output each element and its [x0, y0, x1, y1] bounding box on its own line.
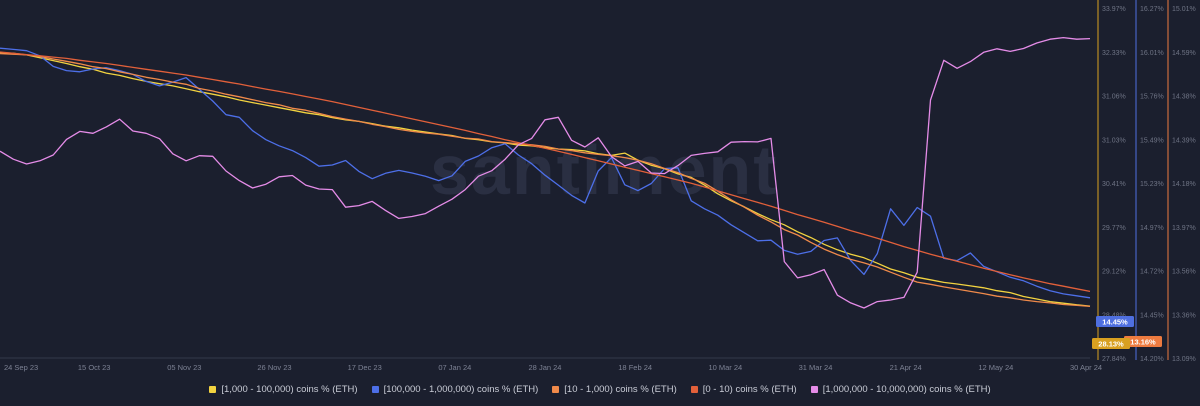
legend-label: [1,000 - 100,000) coins % (ETH) — [221, 384, 358, 395]
y-tick-label: 30.41% — [1102, 181, 1126, 188]
x-tick-label: 07 Jan 24 — [438, 363, 471, 372]
legend-swatch — [209, 386, 217, 393]
y-tick-label: 16.01% — [1140, 50, 1164, 57]
line-chart: 24 Sep 23 15 Oct 23 05 Nov 23 26 Nov 23 17 D… — [0, 0, 1196, 372]
y-tick-label: 31.03% — [1102, 137, 1126, 144]
legend-swatch — [690, 386, 698, 393]
series-line-3 — [0, 51, 1091, 293]
current-value-badge — [1092, 338, 1130, 349]
current-value-label: 13.16% — [1130, 338, 1156, 347]
x-tick-label: 15 Oct 23 — [78, 363, 111, 372]
y-tick-label: 15.49% — [1140, 137, 1164, 144]
y-tick-label: 29.12% — [1102, 269, 1126, 276]
y-tick-label: 14.59% — [1172, 50, 1196, 57]
x-tick-label: 10 Mar 24 — [708, 363, 742, 372]
legend-item[interactable]: [10 - 1,000) coins % (ETH) — [552, 384, 677, 395]
legend-swatch — [810, 386, 818, 393]
y-tick-label: 14.18% — [1172, 181, 1196, 188]
x-tick-label: 31 Mar 24 — [799, 363, 833, 372]
series-line-4 — [0, 36, 1091, 309]
x-tick-label: 12 May 24 — [978, 363, 1013, 372]
legend-swatch — [371, 386, 379, 393]
y-tick-label: 16.27% — [1140, 6, 1164, 13]
x-tick-label: 17 Dec 23 — [348, 363, 382, 372]
y-tick-label: 33.97% — [1102, 6, 1126, 13]
series-line-0 — [0, 51, 1091, 307]
y-tick-label: 14.20% — [1140, 356, 1164, 363]
y-tick-label: 15.23% — [1140, 181, 1164, 188]
y-tick-label: 31.06% — [1102, 94, 1126, 101]
x-tick-label: 28 Jan 24 — [529, 363, 562, 372]
y-tick-label: 32.33% — [1102, 50, 1126, 57]
y-tick-label: 14.72% — [1140, 269, 1164, 276]
y-tick-label: 15.76% — [1140, 94, 1164, 101]
legend-swatch — [552, 386, 560, 393]
x-tick-label: 05 Nov 23 — [167, 363, 201, 372]
legend-item[interactable]: [0 - 10) coins % (ETH) — [690, 384, 797, 395]
legend-item[interactable]: [1,000 - 100,000) coins % (ETH) — [209, 384, 358, 395]
legend-label: [10 - 1,000) coins % (ETH) — [564, 384, 677, 395]
y-tick-label: 29.77% — [1102, 225, 1126, 232]
x-tick-label: 26 Nov 23 — [257, 363, 291, 372]
legend-item[interactable]: [1,000,000 - 10,000,000) coins % (ETH) — [810, 384, 991, 395]
series-line-1 — [0, 47, 1091, 299]
y-tick-label: 15.01% — [1172, 6, 1196, 13]
current-value-label: 28.13% — [1098, 340, 1124, 349]
y-tick-label: 14.97% — [1140, 225, 1164, 232]
legend-label: [100,000 - 1,000,000) coins % (ETH) — [383, 384, 539, 395]
x-tick-label: 24 Sep 23 — [4, 363, 38, 372]
y-tick-label: 13.36% — [1172, 312, 1196, 319]
legend-label: [0 - 10) coins % (ETH) — [702, 384, 797, 395]
legend-label: [1,000,000 - 10,000,000) coins % (ETH) — [822, 384, 991, 395]
y-tick-label: 14.38% — [1172, 94, 1196, 101]
y-tick-label: 13.09% — [1172, 356, 1196, 363]
legend-item[interactable]: [100,000 - 1,000,000) coins % (ETH) — [371, 384, 539, 395]
x-tick-label: 30 Apr 24 — [1070, 363, 1102, 372]
series-line-2 — [0, 52, 1091, 308]
x-tick-label: 21 Apr 24 — [890, 363, 922, 372]
current-value-badge — [1124, 336, 1162, 347]
y-tick-label: 27.84% — [1102, 356, 1126, 363]
y-tick-label: 28.48% — [1102, 312, 1126, 319]
y-tick-label: 13.97% — [1172, 225, 1196, 232]
y-tick-label: 14.45% — [1140, 312, 1164, 319]
legend: [1,000 - 100,000) coins % (ETH) [100,000 … — [0, 384, 1200, 395]
y-tick-label: 14.39% — [1172, 137, 1196, 144]
current-value-label: 14.45% — [1102, 318, 1128, 327]
y-tick-label: 13.56% — [1172, 269, 1196, 276]
x-tick-label: 18 Feb 24 — [618, 363, 652, 372]
current-value-badge — [1096, 316, 1134, 327]
